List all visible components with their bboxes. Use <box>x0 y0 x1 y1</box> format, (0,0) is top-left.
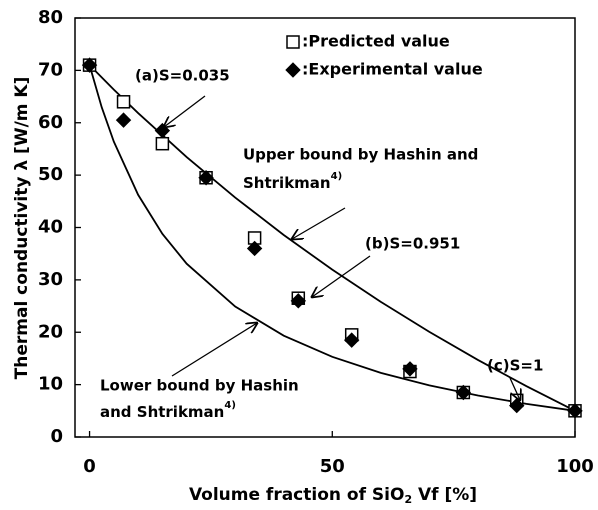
annotation-sup: 4) <box>224 400 236 411</box>
bound-curve <box>88 64 576 412</box>
x-label-part: Vf [%] <box>412 485 477 505</box>
y-tick-label: 30 <box>38 269 63 290</box>
x-tick-label: 50 <box>320 456 345 477</box>
y-tick-label: 20 <box>38 321 63 342</box>
diamond-marker <box>154 122 171 139</box>
diamond-marker <box>455 384 472 401</box>
diamond-marker <box>402 361 418 377</box>
annotation: Lower bound by Hashin <box>100 377 299 395</box>
arrow <box>292 207 346 239</box>
y-tick-label: 80 <box>38 7 63 28</box>
annotation: (a)S=0.035 <box>135 67 230 85</box>
diamond-marker <box>115 112 132 128</box>
legend-label: :Predicted value <box>302 32 450 51</box>
x-label-sub: 2 <box>404 493 412 506</box>
diamond-marker <box>567 403 583 419</box>
x-axis-label: Volume fraction of SiO2 Vf [%] <box>189 485 477 506</box>
x-label-part: Volume fraction of SiO <box>189 485 405 505</box>
annotation: (c)S=1 <box>487 357 543 375</box>
arrow <box>509 377 520 400</box>
annotation-sup: 4) <box>331 171 343 182</box>
x-tick-label: 100 <box>556 456 594 477</box>
annotation: Upper bound by Hashin and <box>243 146 478 164</box>
diamond-marker <box>198 170 214 186</box>
plot-marks <box>81 57 583 419</box>
y-tick-label: 40 <box>38 217 63 238</box>
y-tick-label: 10 <box>38 374 63 395</box>
y-tick-label: 70 <box>38 59 63 80</box>
annotation: (b)S=0.951 <box>365 235 460 253</box>
diamond-marker <box>343 332 360 348</box>
diamond-marker <box>290 293 307 309</box>
y-tick-label: 60 <box>38 112 63 133</box>
annotation-part: and Shtrikman <box>100 403 224 421</box>
square-marker <box>116 95 131 109</box>
legend-label: :Experimental value <box>302 60 483 79</box>
x-tick-label: 0 <box>83 456 96 477</box>
legend-marker <box>285 62 301 78</box>
legend-marker <box>286 35 300 49</box>
annotation-part: Shtrikman <box>243 174 331 192</box>
diamond-marker <box>81 57 98 73</box>
y-tick-label: 0 <box>50 426 63 447</box>
square-marker <box>155 136 170 151</box>
annotation: and Shtrikman4) <box>100 400 236 421</box>
arrow <box>312 255 371 297</box>
arrow <box>171 323 257 377</box>
y-axis-label: Thermal conductivity λ [W/m K] <box>12 77 32 380</box>
diamond-marker <box>246 240 263 257</box>
annotation: Shtrikman4) <box>243 171 342 192</box>
arrow <box>164 95 206 127</box>
y-tick-label: 50 <box>38 164 63 185</box>
